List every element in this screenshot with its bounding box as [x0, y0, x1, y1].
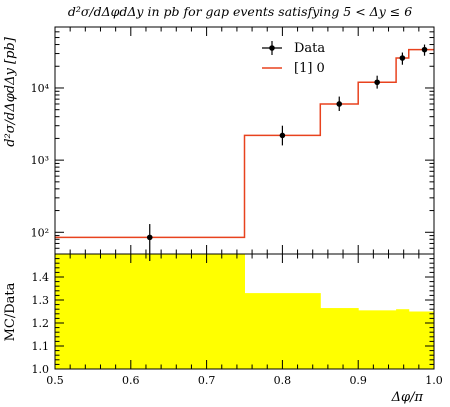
ratio-y-tick-label: 1.4 [32, 271, 50, 284]
series-mc-histogram [55, 48, 434, 239]
legend: Data [1] 0 [262, 41, 325, 76]
legend-data-label: Data [294, 41, 325, 56]
data-point-marker [336, 101, 343, 107]
ratio-y-tick-label: 1.1 [32, 340, 50, 353]
x-tick-label: 0.7 [198, 374, 216, 387]
ratio-plot-frame [54, 253, 435, 370]
mc-histogram-line [55, 48, 434, 239]
ratio-y-axis-label: MC/Data [3, 282, 18, 341]
ratio-bin-2 [320, 308, 359, 369]
ratio-y-tick-label: 1.0 [32, 363, 50, 376]
ratio-bin-3 [358, 310, 397, 369]
legend-item-data: Data [262, 41, 325, 56]
legend-mc-label: [1] 0 [294, 61, 325, 76]
x-tick-label: 1.0 [425, 374, 443, 387]
data-point-marker [399, 55, 406, 61]
ratio-y-tick-label: 1.3 [32, 294, 50, 307]
data-point-0 [146, 224, 153, 261]
series-data-points [146, 44, 428, 261]
ratio-bin-5 [408, 311, 435, 369]
ratio-band [55, 254, 435, 369]
ratio-bin-1 [244, 293, 321, 369]
x-axis-label: Δφ/π [391, 390, 424, 405]
ratio-axis-ticks: 1.0 1.1 1.2 1.3 1.4 0.5 0.6 0.7 0.8 0.9 1.0 [32, 253, 443, 387]
data-point-3 [374, 75, 380, 89]
data-point-4 [399, 52, 406, 65]
data-point-marker [421, 46, 428, 53]
data-point-2 [336, 96, 343, 111]
legend-item-mc: [1] 0 [262, 61, 325, 76]
main-y-tick-label: 10⁴ [31, 82, 50, 95]
main-y-tick-label: 10² [31, 226, 49, 239]
chart-title: d²σ/dΔφdΔy in pb for gap events satisfyi… [68, 4, 412, 19]
main-y-axis-ticks: 10² 10³ 10⁴ [31, 26, 435, 255]
x-tick-label: 0.9 [349, 374, 367, 387]
ratio-bin-4 [396, 309, 410, 369]
legend-data-marker [269, 45, 275, 51]
x-tick-label: 0.8 [274, 374, 292, 387]
main-y-axis-label: d²σ/dΔφdΔy [pb] [3, 36, 18, 147]
x-tick-label: 0.6 [122, 374, 140, 387]
data-point-marker [146, 234, 153, 241]
main-y-tick-label: 10³ [31, 154, 49, 167]
x-tick-label: 0.5 [46, 374, 64, 387]
data-point-marker [279, 132, 286, 139]
ratio-y-tick-label: 1.2 [32, 317, 50, 330]
data-point-1 [279, 125, 286, 146]
data-point-5 [421, 44, 428, 56]
data-point-marker [374, 79, 380, 86]
ratio-bin-0 [55, 254, 245, 369]
